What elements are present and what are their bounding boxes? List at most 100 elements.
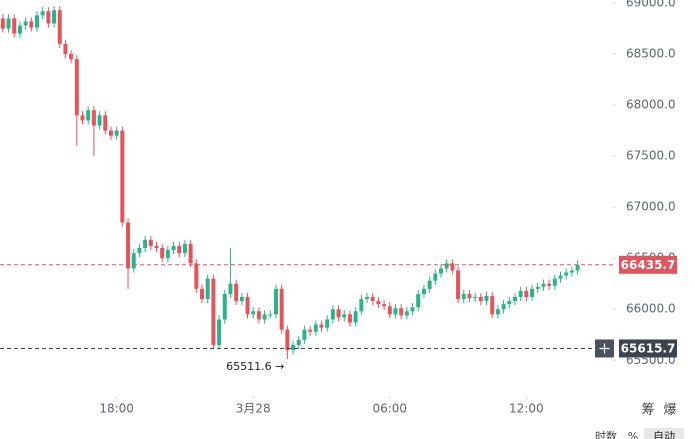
- candle-body: [40, 11, 45, 16]
- candle-body: [131, 253, 136, 269]
- candle-body: [461, 293, 466, 300]
- candle-body: [211, 278, 216, 345]
- percent-button[interactable]: %: [628, 430, 638, 439]
- candle-body: [279, 288, 284, 330]
- candle-body: [154, 245, 159, 249]
- candle-body: [103, 115, 108, 131]
- x-tick-label: 3月28: [236, 402, 271, 416]
- candle-body: [291, 344, 296, 351]
- candle-body: [319, 324, 324, 328]
- candle-body: [450, 263, 455, 271]
- candle-body: [495, 309, 500, 315]
- candle-body: [228, 283, 233, 294]
- candle-body: [313, 324, 318, 332]
- candle-body: [148, 239, 153, 246]
- candle-body: [478, 297, 483, 302]
- price-label-bg: [619, 339, 677, 358]
- candle-body: [126, 222, 131, 269]
- price-label-bg: [619, 255, 677, 274]
- candle-body: [17, 25, 22, 34]
- candle-body: [518, 290, 523, 297]
- candle-body: [251, 311, 256, 315]
- candle-body: [399, 308, 404, 316]
- candle-body: [541, 283, 546, 287]
- candle-body: [336, 309, 341, 318]
- candle-body: [421, 288, 426, 294]
- candle-body: [467, 293, 472, 299]
- candle-body: [222, 293, 227, 320]
- candle-body: [80, 115, 85, 121]
- candle-body: [63, 43, 68, 55]
- candle-body: [91, 110, 96, 126]
- candle-body: [524, 290, 529, 297]
- candle-body: [34, 15, 39, 28]
- candle-body: [57, 10, 62, 44]
- candle-body: [120, 130, 125, 223]
- candle-body: [46, 11, 51, 24]
- candle-body: [558, 275, 563, 279]
- candle-body: [416, 293, 421, 308]
- candle-body: [143, 239, 148, 249]
- candle-body: [205, 278, 210, 300]
- candle-body: [69, 54, 74, 60]
- candle-body: [52, 10, 57, 24]
- candle-body: [137, 248, 142, 254]
- candle-body: [512, 297, 517, 302]
- candle-body: [239, 297, 244, 302]
- candle-body: [182, 243, 187, 254]
- candle-body: [114, 130, 119, 136]
- candle-body: [427, 280, 432, 289]
- x-tick-label: 12:00: [509, 402, 544, 416]
- candle-body: [256, 311, 261, 320]
- candle-body: [376, 301, 381, 305]
- candle-body: [296, 339, 301, 345]
- x-tick-label: 06:00: [372, 402, 407, 416]
- candle-body: [342, 314, 347, 318]
- candle-body: [160, 248, 165, 259]
- y-tick-label: 67500.0: [626, 149, 676, 163]
- auto-button-bg: [644, 428, 684, 439]
- candle-body: [177, 245, 182, 254]
- candle-body: [273, 288, 278, 315]
- candle-body: [569, 270, 574, 273]
- candle-body: [285, 329, 290, 351]
- liquidation-button[interactable]: 爆: [663, 403, 676, 418]
- low-annotation: 65511.6 →: [226, 360, 284, 373]
- candle-body: [410, 307, 415, 312]
- candle-body: [484, 295, 489, 302]
- candle-body: [302, 329, 307, 340]
- candle-body: [473, 297, 478, 299]
- candle-body: [501, 304, 506, 310]
- candle-body: [404, 311, 409, 316]
- candle-body: [6, 18, 11, 29]
- candle-body: [245, 297, 250, 315]
- candle-body: [552, 278, 557, 286]
- candle-body: [575, 264, 580, 271]
- candle-body: [200, 288, 205, 300]
- candle-body: [74, 59, 79, 116]
- time-button[interactable]: 时数: [595, 430, 617, 439]
- candle-body: [444, 263, 449, 269]
- candle-body: [359, 299, 364, 312]
- y-tick-label: 68500.0: [626, 47, 676, 61]
- candle-body: [456, 270, 461, 300]
- candle-body: [0, 18, 5, 29]
- y-tick-label: 69000.0: [626, 0, 676, 10]
- y-tick-label: 67000.0: [626, 200, 676, 214]
- candle-body: [308, 329, 313, 332]
- candle-body: [29, 21, 34, 28]
- candle-body: [438, 268, 443, 274]
- candle-body: [165, 250, 170, 259]
- candle-body: [23, 21, 28, 26]
- auto-button[interactable]: 自动: [653, 430, 675, 439]
- chips-button[interactable]: 筹: [641, 402, 654, 418]
- candle-body: [393, 308, 398, 315]
- candle-body: [365, 297, 370, 300]
- y-tick-label: 68000.0: [626, 98, 676, 112]
- candle-body: [188, 243, 193, 264]
- candle-body: [262, 314, 267, 320]
- candle-body: [12, 18, 17, 34]
- candle-body: [108, 130, 113, 136]
- candle-body: [507, 301, 512, 305]
